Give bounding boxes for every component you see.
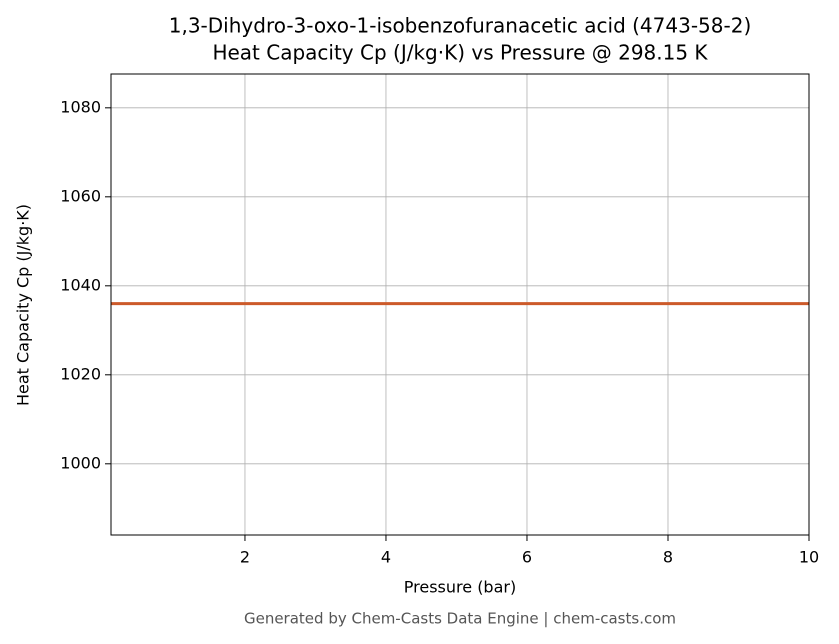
y-tick-label: 1060 — [60, 186, 101, 205]
plot-frame — [110, 73, 810, 536]
chart-subtitle: Heat Capacity Cp (J/kg·K) vs Pressure @ … — [212, 41, 708, 65]
y-tick-label: 1040 — [60, 275, 101, 294]
x-tick-label: 2 — [240, 548, 250, 567]
footer: Generated by Chem-Casts Data Engine | ch… — [244, 610, 676, 628]
x-tick-label: 8 — [663, 548, 673, 567]
x-tick-label: 4 — [381, 548, 391, 567]
y-axis-label: Heat Capacity Cp (J/kg·K) — [14, 204, 33, 406]
x-tick-label: 10 — [799, 548, 819, 567]
y-tick-label: 1080 — [60, 97, 101, 116]
x-axis-label: Pressure (bar) — [404, 578, 516, 597]
y-tick-label: 1020 — [60, 364, 101, 383]
chart-title: 1,3-Dihydro-3-oxo-1-isobenzofuranacetic … — [169, 14, 752, 38]
x-tick-label: 6 — [522, 548, 532, 567]
y-tick-label: 1000 — [60, 453, 101, 472]
